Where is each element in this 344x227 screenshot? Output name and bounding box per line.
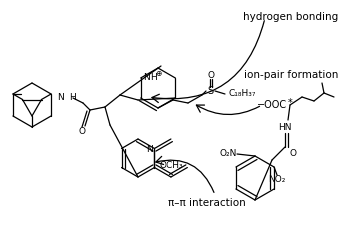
Text: N: N bbox=[57, 94, 64, 103]
Text: ion-pair formation: ion-pair formation bbox=[244, 70, 338, 80]
Text: hydrogen bonding: hydrogen bonding bbox=[243, 12, 338, 22]
Text: OCH₃: OCH₃ bbox=[160, 161, 183, 170]
Text: ⊕: ⊕ bbox=[156, 69, 162, 77]
Text: O₂N: O₂N bbox=[219, 150, 237, 158]
Text: HN: HN bbox=[278, 123, 292, 131]
Text: π–π interaction: π–π interaction bbox=[168, 198, 246, 208]
Text: C₁₈H₃₇: C₁₈H₃₇ bbox=[228, 89, 256, 99]
Text: NO₂: NO₂ bbox=[268, 175, 286, 183]
Text: *: * bbox=[288, 98, 292, 108]
Text: O: O bbox=[290, 150, 297, 158]
Text: −OOC: −OOC bbox=[257, 100, 287, 110]
Text: S: S bbox=[207, 86, 213, 96]
Text: O: O bbox=[207, 71, 215, 79]
FancyArrowPatch shape bbox=[152, 21, 264, 103]
FancyArrowPatch shape bbox=[196, 105, 260, 114]
Text: H: H bbox=[150, 72, 157, 81]
Text: O: O bbox=[78, 128, 86, 136]
FancyArrowPatch shape bbox=[156, 156, 214, 192]
Text: N: N bbox=[143, 72, 149, 81]
Text: H: H bbox=[69, 94, 76, 103]
Text: N: N bbox=[146, 145, 152, 154]
